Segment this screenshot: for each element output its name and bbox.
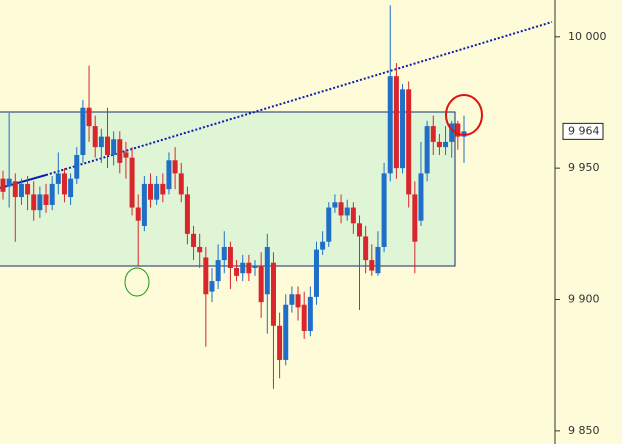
candle-body — [350, 207, 356, 224]
candle-body — [424, 126, 430, 174]
candle-body — [18, 183, 24, 198]
candle-body — [154, 183, 160, 200]
candle-body — [326, 207, 332, 242]
candle-body — [344, 207, 350, 216]
candle-body — [357, 223, 363, 237]
candle-body — [74, 155, 80, 179]
candle-body — [111, 139, 117, 156]
candle-body — [258, 265, 264, 303]
candle-body — [430, 126, 436, 142]
candle-body — [289, 294, 295, 305]
candle-body — [332, 202, 338, 208]
candle-body — [313, 249, 319, 297]
candle-body — [443, 141, 449, 148]
candle-body — [418, 173, 424, 221]
candle-body — [184, 194, 190, 234]
candle-body — [338, 202, 344, 216]
candle-body — [277, 325, 283, 360]
candle-body — [375, 246, 381, 274]
candle-body — [270, 262, 276, 326]
candle-body — [61, 173, 67, 195]
candle-body — [197, 246, 203, 253]
candle-body — [68, 178, 74, 198]
candle-body — [0, 178, 6, 192]
candle-body — [307, 296, 313, 332]
candle-body — [381, 173, 387, 247]
candle-body — [104, 136, 110, 156]
candle-body — [246, 262, 252, 274]
candle-body — [135, 207, 141, 221]
trend-line-dotted — [45, 21, 553, 176]
candle-body — [406, 89, 412, 195]
candle-body — [461, 131, 467, 137]
range-box — [0, 111, 456, 267]
candle-body — [148, 183, 154, 200]
candle-body — [98, 136, 104, 148]
candle-body — [117, 139, 123, 163]
candle-body — [129, 157, 135, 208]
candle-body — [86, 107, 92, 127]
candle-body — [37, 194, 43, 211]
candle-body — [295, 294, 301, 308]
candle-body — [43, 194, 49, 205]
candle-body — [6, 178, 12, 187]
candle-body — [55, 173, 61, 184]
candle-body — [387, 76, 393, 174]
candle-body — [141, 183, 147, 226]
candle-body — [252, 265, 258, 268]
candles — [0, 5, 467, 389]
candle-body — [12, 181, 18, 198]
candle-body — [166, 160, 172, 190]
candle-body — [80, 107, 86, 156]
green-circle — [124, 267, 150, 297]
candle-body — [209, 281, 215, 292]
y-tick-label: 10 000 — [568, 30, 607, 43]
candle-body — [369, 260, 375, 271]
candle-body — [203, 257, 209, 295]
candle-body — [178, 173, 184, 195]
y-tick-label: 9 850 — [568, 424, 600, 437]
candle-body — [363, 236, 369, 261]
candle-body — [283, 304, 289, 360]
candle-body — [393, 76, 399, 169]
candle-body — [31, 194, 37, 211]
candle-body — [234, 267, 240, 276]
candle-body — [264, 246, 270, 295]
candle-body — [436, 141, 442, 148]
y-tick-label: 9 900 — [568, 293, 600, 306]
candle-body — [49, 183, 55, 205]
red-circle — [445, 94, 483, 136]
candle-body — [449, 123, 455, 142]
last-price-label: 9 964 — [568, 124, 600, 137]
candle-body — [301, 304, 307, 332]
candle-body — [25, 183, 31, 195]
candle-body — [227, 246, 233, 268]
candle-body — [215, 260, 221, 282]
candle-body — [240, 262, 246, 274]
candle-body — [455, 123, 461, 137]
candle-body — [221, 246, 227, 261]
candle-body — [160, 183, 166, 195]
candle-body — [191, 233, 197, 247]
candle-body — [400, 89, 406, 169]
candle-body — [123, 152, 129, 158]
candle-body — [92, 126, 98, 148]
candle-body — [320, 241, 326, 250]
candle-body — [412, 194, 418, 242]
y-tick-label: 9 950 — [568, 161, 600, 174]
candle-body — [172, 160, 178, 174]
last-price-box — [562, 122, 604, 140]
